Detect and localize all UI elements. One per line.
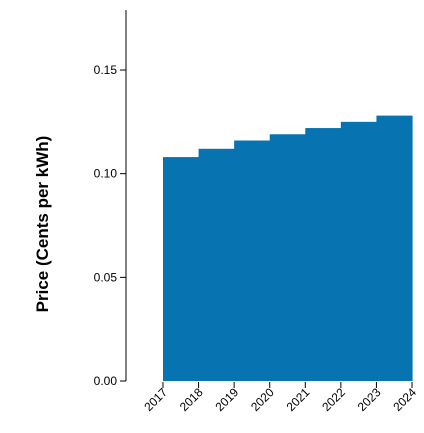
x-tick-label: 2019 bbox=[212, 385, 241, 414]
x-axis-ticks: 2017 2018 2019 2020 2021 2022 2023 2024 bbox=[141, 382, 419, 414]
y-tick-label: 0.15 bbox=[94, 63, 118, 77]
area-step-2019 bbox=[234, 140, 271, 381]
price-area bbox=[163, 115, 413, 381]
area-step-2022 bbox=[340, 121, 378, 381]
y-tick-label: 0.10 bbox=[94, 167, 118, 181]
x-tick-label: 2021 bbox=[284, 385, 313, 414]
area-step-2023 bbox=[376, 115, 413, 381]
y-tick-label: 0.05 bbox=[94, 270, 118, 284]
x-tick-label: 2020 bbox=[248, 385, 277, 414]
area-step-2020 bbox=[269, 134, 306, 381]
area-step-2017 bbox=[163, 157, 200, 381]
y-axis-title: Price (Cents per kWh) bbox=[33, 136, 52, 313]
x-tick-label: 2024 bbox=[390, 385, 419, 414]
y-tick-label: 0.00 bbox=[94, 374, 118, 388]
x-tick-label: 2018 bbox=[177, 385, 206, 414]
y-axis-ticks: 0.00 0.05 0.10 0.15 bbox=[94, 63, 126, 388]
area-step-2024 bbox=[411, 167, 413, 381]
area-step-2021 bbox=[305, 128, 342, 381]
x-tick-label: 2017 bbox=[141, 385, 170, 414]
area-step-2018 bbox=[198, 148, 235, 381]
x-tick-label: 2023 bbox=[355, 385, 384, 414]
x-tick-label: 2022 bbox=[319, 385, 348, 414]
